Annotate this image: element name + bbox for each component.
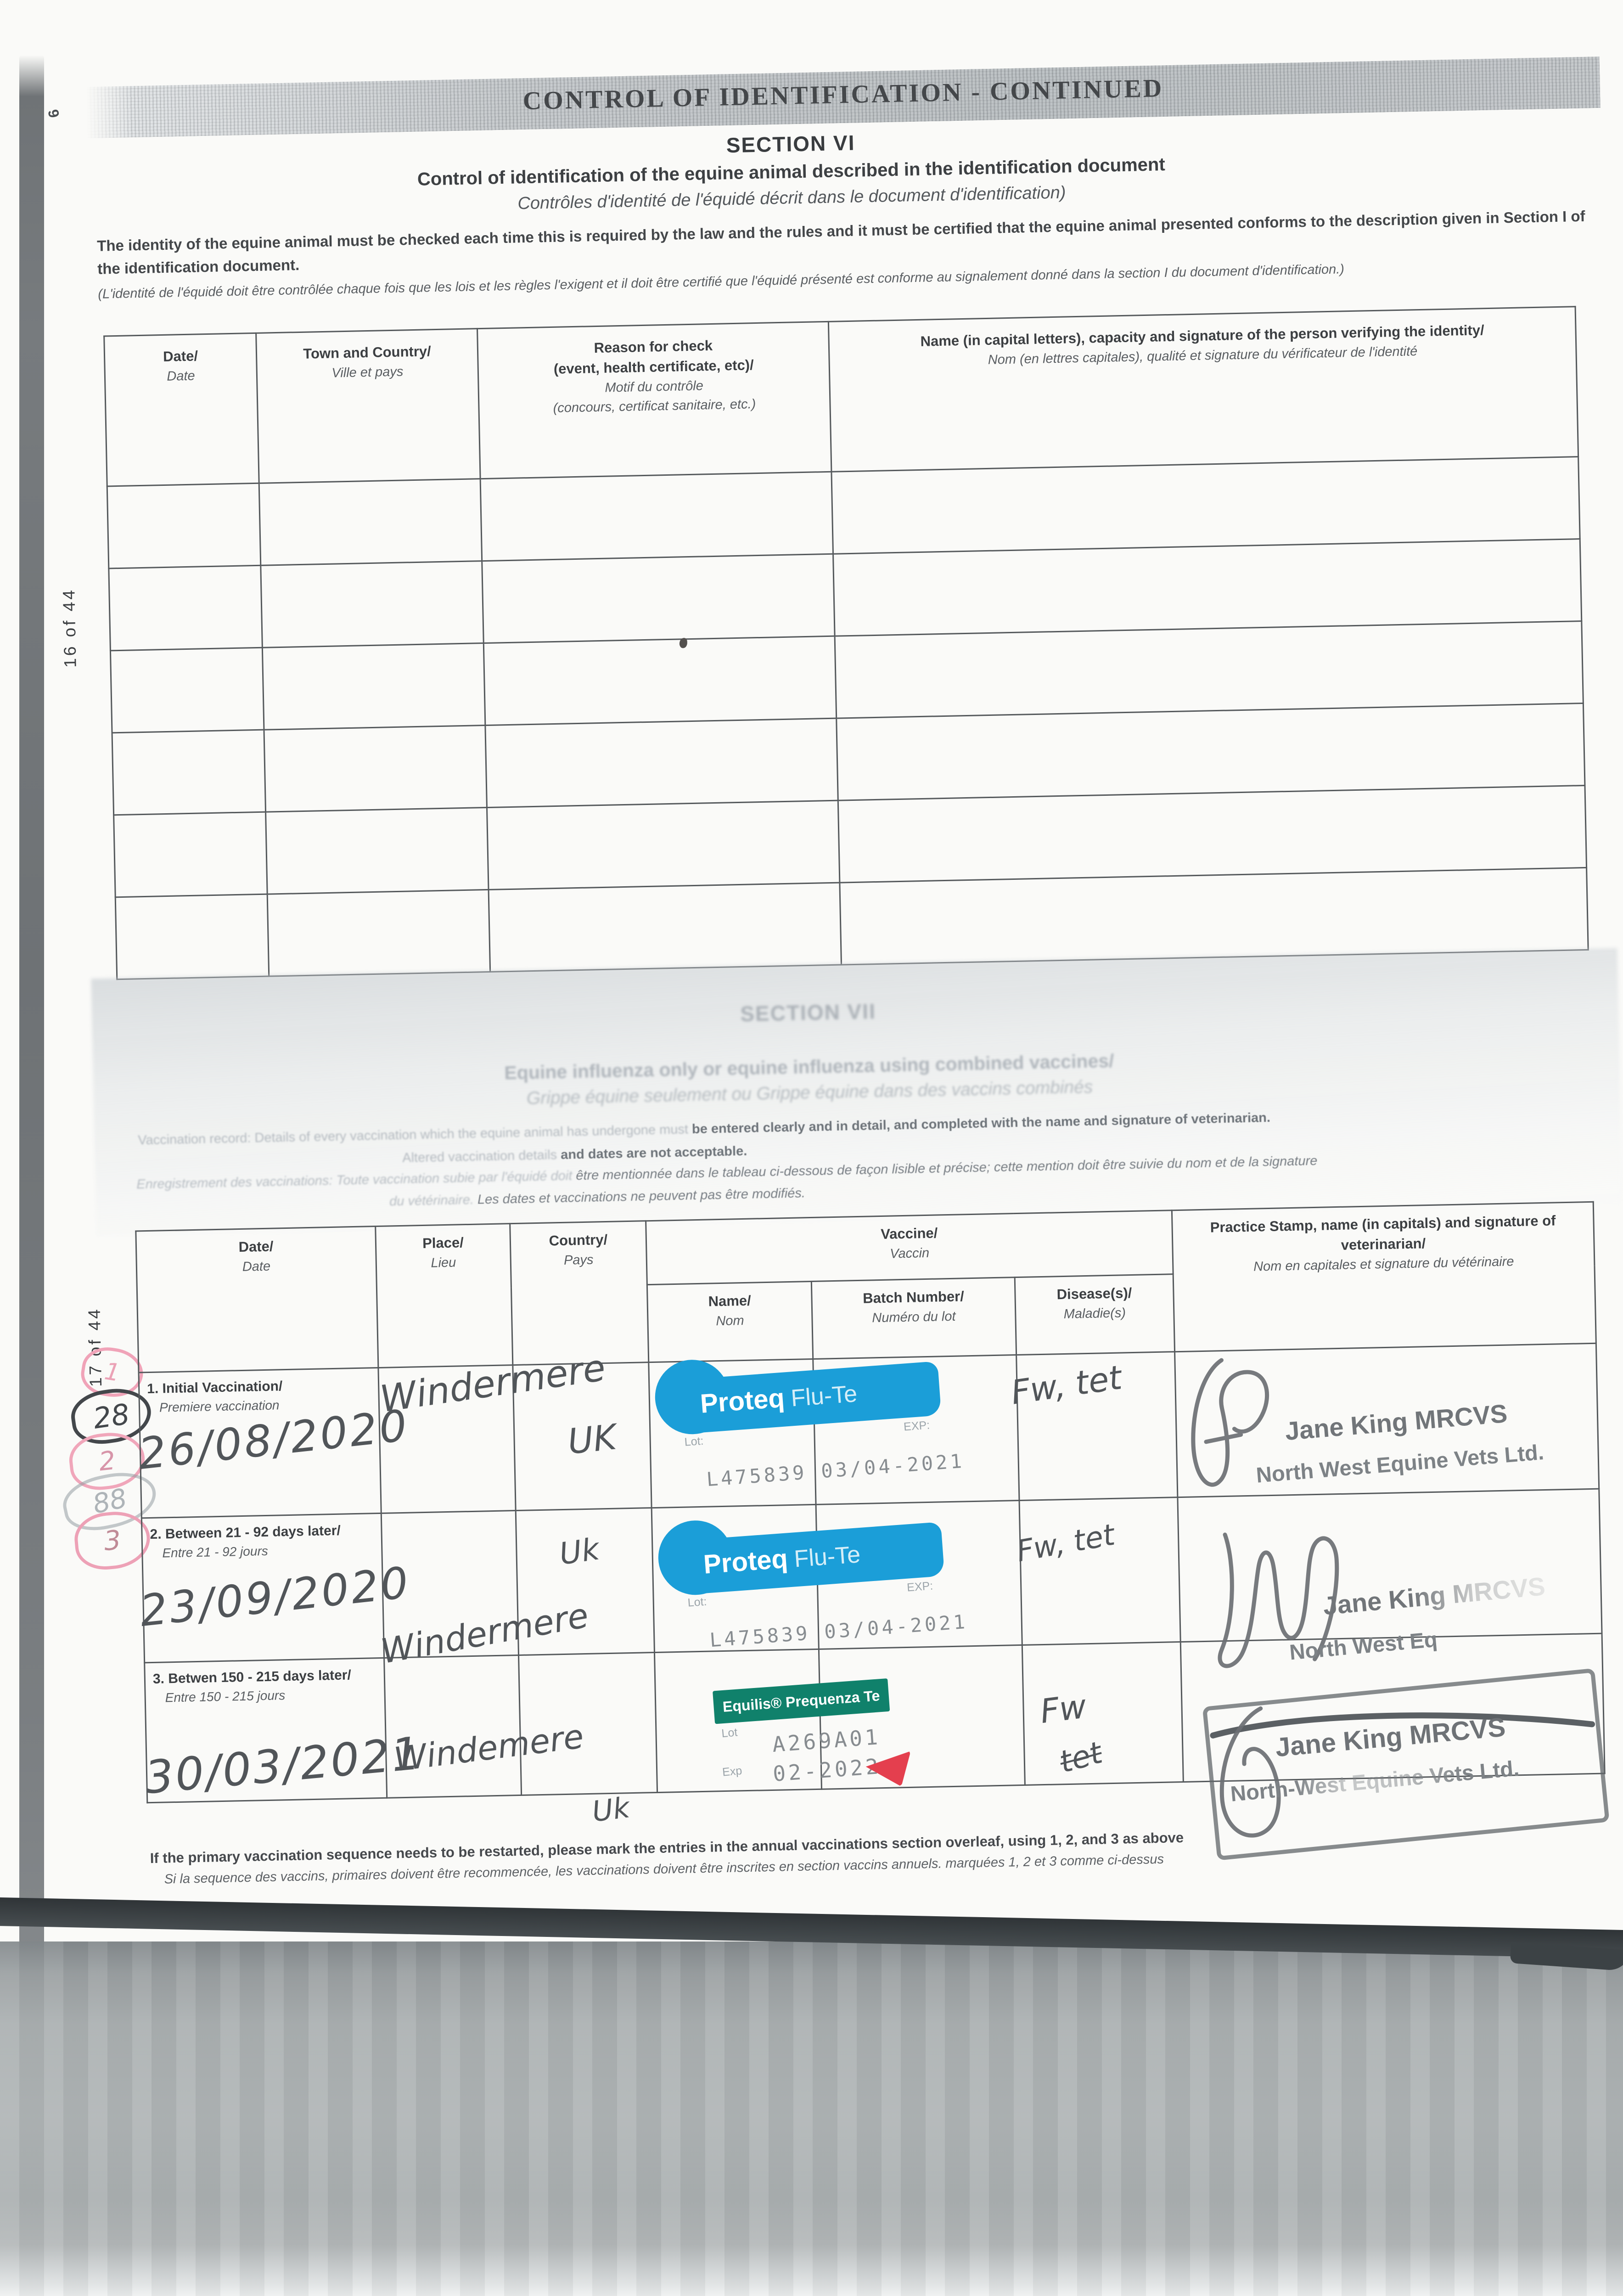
row2-country-handwriting: Uk	[557, 1531, 602, 1572]
variant-text: Flu-Te	[790, 1380, 858, 1412]
vacc-col-date: Date/ Date	[135, 1226, 378, 1373]
row3-vaccine-sticker: Equilis® Prequenza Te Lot A269A01 Exp 02…	[713, 1678, 1036, 1787]
variant-text: Flu-Te	[793, 1541, 861, 1573]
identification-checks-table: Date/ Date Town and Country/ Ville et pa…	[103, 306, 1589, 980]
row3-signature-icon	[1205, 1696, 1323, 1852]
row2-exp-label: EXP:	[906, 1579, 934, 1594]
row3-country-handwriting: Uk	[590, 1790, 632, 1829]
row2-signature-icon	[1197, 1518, 1356, 1675]
page-content: CONTROL OF IDENTIFICATION - CONTINUED 6 …	[45, 56, 1623, 1887]
page-marker-16: 16 of 44	[59, 587, 80, 668]
vacc-col-batch: Batch Number/ Numéro du lot	[811, 1277, 1016, 1359]
brand-text: Proteq	[699, 1383, 786, 1419]
row3-stamp-border	[1202, 1668, 1610, 1861]
record-en2-dark: and dates are not acceptable.	[560, 1143, 747, 1162]
brand-text: Proteq	[702, 1543, 789, 1580]
row3-exp-label: Exp	[721, 1764, 743, 1779]
row3-lot-number: A269A01	[771, 1724, 882, 1757]
red-arrow-mark-icon	[863, 1741, 911, 1787]
row1-exp-label: EXP:	[903, 1418, 931, 1434]
col-date-fr: Date	[167, 368, 195, 384]
row3-lot-label: Lot	[721, 1726, 738, 1740]
vacc-col-vaccine: Vaccine/ Vaccin	[646, 1210, 1174, 1285]
vacc-col-vacname-en: Name/	[708, 1292, 751, 1310]
row3-label-fr: Entre 150 - 215 jours	[165, 1688, 286, 1705]
row1-country-handwriting: UK	[566, 1416, 618, 1463]
vacc-col-disease: Disease(s)/ Maladie(s)	[1015, 1274, 1175, 1355]
col-date: Date/ Date	[104, 333, 259, 486]
col-town: Town and Country/ Ville et pays	[256, 328, 481, 484]
row1-signature-icon	[1178, 1351, 1327, 1499]
col-name: Name (in capital letters), capacity and …	[828, 306, 1578, 472]
corner-mark: 6	[45, 107, 63, 119]
vacc-col-date-fr: Date	[242, 1259, 271, 1274]
row3-disease-handwriting: Fw	[1038, 1687, 1089, 1731]
scanner-background	[0, 1941, 1623, 2296]
table-header-row: Date/ Date Town and Country/ Ville et pa…	[104, 306, 1578, 486]
vacc-col-country-fr: Pays	[563, 1252, 594, 1268]
vacc-col-vacname-fr: Nom	[716, 1313, 744, 1329]
row2-lot-label: Lot:	[687, 1595, 708, 1609]
vacc-col-place-en: Place/	[422, 1234, 464, 1251]
col-town-fr: Ville et pays	[331, 364, 404, 381]
col-date-en: Date/	[163, 348, 198, 365]
row2-label-fr: Entre 21 - 92 jours	[162, 1543, 269, 1560]
scan-edge-strip	[19, 55, 44, 1956]
record-fr2-faded: du vétérinaire.	[389, 1192, 478, 1209]
vacc-col-stamp: Practice Stamp, name (in capitals) and s…	[1172, 1202, 1596, 1352]
record-en2-faded: Altered vaccination details	[402, 1147, 561, 1165]
row1-lot-label: Lot:	[684, 1434, 704, 1449]
record-fr2-dark: Les dates et vaccinations ne peuvent pas…	[477, 1186, 806, 1207]
vacc-col-country: Country/ Pays	[510, 1221, 649, 1365]
vacc-col-place-fr: Lieu	[431, 1255, 456, 1271]
vacc-col-disease-fr: Maladie(s)	[1063, 1306, 1126, 1322]
vacc-col-vacname: Name/ Nom	[647, 1281, 813, 1362]
vacc-col-place: Place/ Lieu	[375, 1223, 513, 1368]
col-reason: Reason for check (event, health certific…	[477, 321, 831, 479]
vacc-col-country-en: Country/	[549, 1231, 608, 1249]
vacc-col-batch-fr: Numéro du lot	[872, 1309, 956, 1326]
vacc-col-disease-en: Disease(s)/	[1056, 1285, 1132, 1303]
